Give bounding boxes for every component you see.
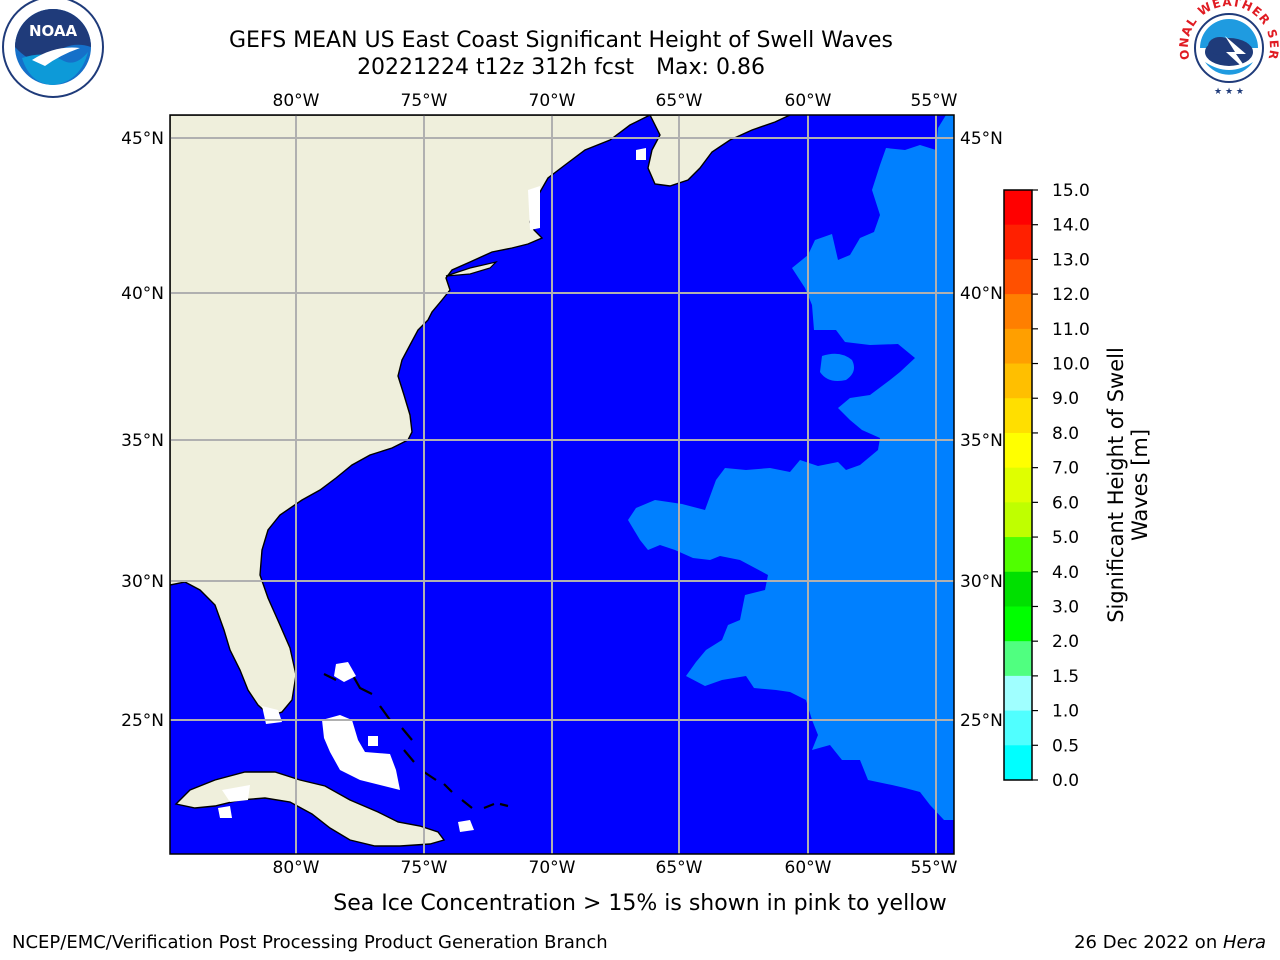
colorbar-tick-label: 7.0 [1052, 459, 1079, 479]
lat-label: 35°N [960, 431, 1003, 451]
colorbar-segment [1004, 537, 1032, 573]
land-bahamas [323, 673, 509, 810]
colorbar-ticks: 15.0 14.0 13.0 12.0 11.0 10.0 9.0 8.0 7.0 6.0 5.0 4… [1032, 181, 1090, 791]
footer-credit: NCEP/EMC/Verification Post Processing Pr… [12, 932, 608, 953]
lon-label: 75°W [401, 91, 448, 111]
lat-label: 45°N [121, 129, 164, 149]
colorbar-segment [1004, 190, 1032, 226]
swell-region-0.5-1.0 [820, 353, 854, 381]
lon-label: 75°W [401, 858, 448, 878]
footer-host: Hera [1222, 932, 1266, 953]
colorbar-segment [1004, 363, 1032, 399]
colorbar-tick-label: 0.0 [1052, 771, 1079, 791]
land-nova-scotia [647, 115, 791, 187]
colorbar-tick-label: 11.0 [1052, 320, 1090, 340]
colorbar-title: Significant Height of Swell Waves [m] [1104, 347, 1152, 623]
colorbar-segment [1004, 710, 1032, 746]
colorbar-segment [1004, 606, 1032, 642]
lat-label: 40°N [960, 284, 1003, 304]
lat-label: 30°N [960, 572, 1003, 592]
chart-title: GEFS MEAN US East Coast Significant Heig… [228, 28, 894, 53]
lat-labels-right: 45°N 40°N 35°N 30°N 25°N [960, 129, 1003, 731]
colorbar-tick-label: 1.5 [1052, 667, 1079, 687]
colorbar-segment [1004, 745, 1032, 781]
colorbar-segment [1004, 328, 1032, 365]
swell-region-0.5-1.0 [628, 115, 954, 820]
colorbar-tick-label: 8.0 [1052, 424, 1079, 444]
colorbar-segment [1004, 259, 1032, 295]
noaa-logo-icon: NOAA [2, 0, 104, 98]
lat-label: 40°N [121, 284, 164, 304]
colorbar-tick-label: 12.0 [1052, 285, 1090, 305]
lon-labels-bottom: 80°W 75°W 70°W 65°W 60°W 55°W [273, 858, 958, 878]
colorbar-tick-label: 3.0 [1052, 597, 1079, 617]
colorbar-segment [1004, 398, 1032, 434]
colorbar-frame [1003, 189, 1033, 781]
lat-label: 45°N [960, 129, 1003, 149]
white-mask-patches [218, 148, 646, 832]
colorbar-segment [1004, 502, 1032, 538]
lat-label: 35°N [121, 431, 164, 451]
colorbar-tick-label: 1.0 [1052, 702, 1079, 722]
colorbar-segment [1004, 224, 1032, 260]
colorbar-segment [1004, 675, 1032, 712]
lon-label: 60°W [785, 858, 832, 878]
lon-label: 65°W [656, 91, 703, 111]
colorbar-segment [1004, 467, 1032, 503]
lat-labels-left: 45°N 40°N 35°N 30°N 25°N [121, 129, 164, 731]
colorbar [1003, 189, 1033, 781]
colorbar-segment [1004, 432, 1032, 469]
nws-logo-icon: NATIONAL WEATHER SERVICE ★ ★ ★ [0, 0, 1280, 98]
lat-label: 25°N [960, 711, 1003, 731]
lon-labels-top: 80°W 75°W 70°W 65°W 60°W 55°W [273, 91, 958, 111]
colorbar-tick-label: 13.0 [1052, 250, 1090, 270]
gridlines [170, 115, 954, 854]
colorbar-tick-label: 2.0 [1052, 632, 1079, 652]
sea-ice-note: Sea Ice Concentration > 15% is shown in … [333, 891, 947, 916]
lat-label: 25°N [121, 711, 164, 731]
lon-label: 70°W [529, 91, 576, 111]
lon-label: 80°W [273, 91, 320, 111]
colorbar-segment [1004, 571, 1032, 607]
colorbar-segment [1004, 294, 1032, 330]
lon-label: 55°W [911, 858, 958, 878]
colorbar-tick-label: 0.5 [1052, 736, 1079, 756]
colorbar-tick-label: 15.0 [1052, 181, 1090, 201]
noaa-logo-text: NOAA [29, 22, 78, 40]
lon-label: 80°W [273, 858, 320, 878]
chart-subtitle: 20221224 t12z 312h fcst Max: 0.86 [0, 55, 1122, 80]
colorbar-tick-label: 4.0 [1052, 563, 1079, 583]
colorbar-tick-label: 14.0 [1052, 216, 1090, 236]
lat-label: 30°N [121, 572, 164, 592]
max-value: Max: 0.86 [656, 55, 765, 80]
colorbar-tick-label: 5.0 [1052, 528, 1079, 548]
colorbar-tick-label: 10.0 [1052, 355, 1090, 375]
lon-label: 60°W [785, 91, 832, 111]
map-frame [169, 114, 955, 855]
footer-date: 26 Dec 2022 on Hera [1074, 932, 1266, 953]
lon-label: 65°W [656, 858, 703, 878]
run-info: 20221224 t12z 312h fcst [357, 55, 635, 80]
nws-logo-text: NATIONAL WEATHER SERVICE [0, 0, 1280, 61]
colorbar-tick-label: 6.0 [1052, 493, 1079, 513]
lon-label: 55°W [911, 91, 958, 111]
map-area [170, 115, 954, 854]
svg-text:★ ★ ★: ★ ★ ★ [1214, 87, 1244, 97]
colorbar-tick-label: 9.0 [1052, 389, 1079, 409]
land-long-island [445, 260, 498, 277]
lon-label: 70°W [529, 858, 576, 878]
colorbar-segment [1004, 641, 1032, 677]
